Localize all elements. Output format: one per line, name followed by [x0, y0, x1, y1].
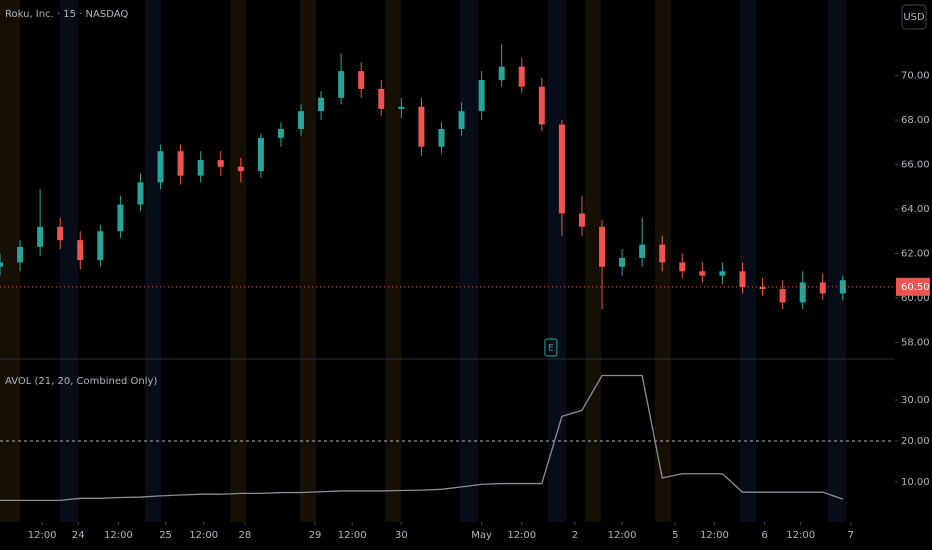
band	[460, 0, 478, 522]
candle-body	[197, 160, 204, 176]
y-tick-label: 10.00	[901, 477, 930, 488]
candle-body	[237, 166, 244, 172]
candle-body	[57, 226, 64, 241]
band	[548, 0, 566, 522]
y-tick-label: 68.00	[901, 115, 930, 126]
band	[585, 0, 601, 522]
candle-body	[257, 137, 264, 172]
y-tick-label: 66.00	[901, 160, 930, 171]
candle-body	[518, 66, 525, 87]
candle-body	[418, 106, 425, 147]
x-tick-label: 12:00	[786, 530, 815, 541]
x-tick-label: 24	[72, 530, 85, 541]
currency-button[interactable]	[901, 4, 927, 30]
y-tick-label: 64.00	[901, 204, 930, 215]
indicator-title: AVOL (21, 20, Combined Only)	[5, 376, 157, 387]
y-tick-label: 20.00	[901, 436, 930, 447]
x-tick-label: 6	[761, 530, 767, 541]
x-tick-label: 7	[848, 530, 854, 541]
y-tick-label: 60.00	[901, 293, 930, 304]
candle-body	[137, 182, 144, 205]
candle-body	[739, 271, 746, 287]
candle-body	[458, 111, 465, 129]
x-tick-label: May	[471, 530, 492, 541]
candle-body	[578, 213, 585, 227]
x-tick-label: 12:00	[700, 530, 729, 541]
band	[385, 0, 401, 522]
x-tick-label: 12:00	[28, 530, 57, 541]
candle-body	[318, 97, 325, 112]
session-bands	[0, 0, 846, 522]
candle-body	[398, 106, 405, 109]
candle-body	[819, 282, 826, 294]
x-tick-label: 28	[238, 530, 251, 541]
currency-label[interactable]: USD	[903, 12, 925, 23]
candle-body	[157, 151, 164, 183]
band	[230, 0, 246, 522]
chart-title: Roku, Inc. · 15 · NASDAQ	[5, 9, 128, 20]
x-tick-label: 2	[572, 530, 578, 541]
candle-body	[97, 231, 104, 261]
candle-body	[839, 280, 846, 294]
candle-body	[378, 88, 385, 109]
band	[60, 0, 78, 522]
candle-body	[117, 204, 124, 232]
candle-body	[298, 111, 305, 129]
candle-body	[538, 86, 545, 125]
earnings-marker	[544, 338, 558, 357]
band	[300, 0, 316, 522]
y-tick-label: 30.00	[901, 395, 930, 406]
candle-body	[338, 71, 345, 98]
candle-body	[639, 244, 646, 258]
x-tick-label: 12:00	[189, 530, 218, 541]
candle-body	[438, 128, 445, 147]
earnings-label: E	[548, 344, 554, 354]
x-tick-label: 12:00	[338, 530, 367, 541]
candle-body	[17, 246, 24, 263]
candle-body	[277, 128, 284, 138]
band	[0, 0, 20, 522]
x-tick-label: 5	[672, 530, 678, 541]
last-price-label: 60.50	[901, 282, 930, 293]
band	[145, 0, 161, 522]
candle-body	[699, 271, 706, 276]
candle-body	[37, 226, 44, 247]
band	[828, 0, 846, 522]
indicator-line	[0, 374, 844, 502]
candle-body	[779, 289, 786, 303]
candle-body	[558, 124, 565, 214]
candle-body	[659, 244, 666, 263]
x-tick-label: 30	[395, 530, 408, 541]
x-tick-label: 12:00	[608, 530, 637, 541]
candle-body	[619, 257, 626, 267]
candle-body	[679, 262, 686, 272]
candle-body	[759, 286, 766, 290]
x-tick-label: 12:00	[104, 530, 133, 541]
candle-body	[0, 262, 3, 267]
candle-body	[498, 66, 505, 81]
candle-body	[599, 226, 606, 267]
x-tick-label: 12:00	[507, 530, 536, 541]
candle-body	[177, 151, 184, 176]
y-tick-label: 62.00	[901, 248, 930, 259]
band	[740, 0, 756, 522]
candle-body	[719, 271, 726, 276]
y-tick-label: 70.00	[901, 71, 930, 82]
last-price-tag	[896, 277, 930, 296]
candle-body	[217, 160, 224, 167]
x-tick-label: 29	[309, 530, 322, 541]
candle-body	[77, 240, 84, 261]
candle-body	[478, 80, 485, 112]
candle-body	[358, 71, 365, 89]
y-tick-label: 58.00	[901, 337, 930, 348]
x-tick-label: 25	[159, 530, 172, 541]
candle-body	[799, 282, 806, 303]
